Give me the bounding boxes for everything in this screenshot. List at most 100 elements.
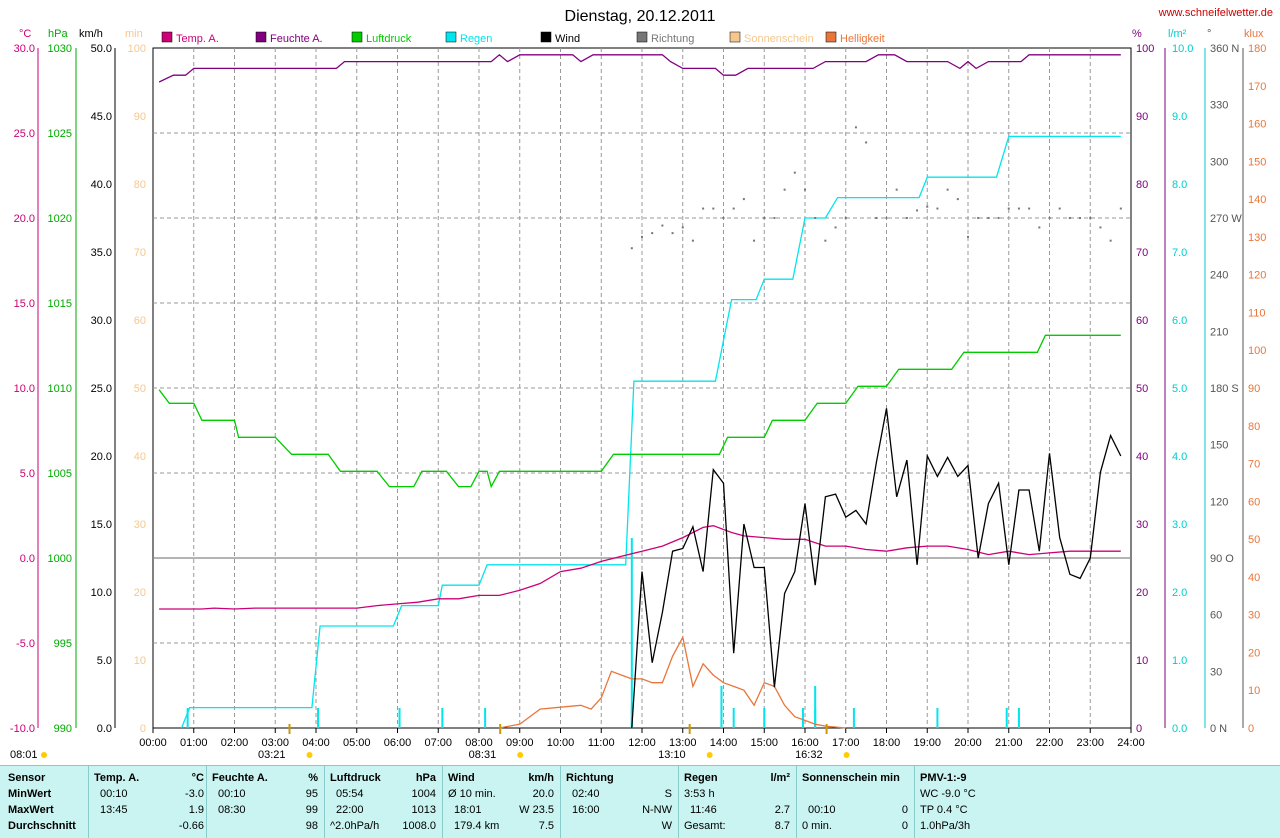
wind-max-val: W 23.5: [519, 804, 554, 816]
direction-point: [987, 217, 990, 219]
brightness-axis-tick: 130: [1248, 232, 1266, 244]
pressure-min-val: 1004: [411, 788, 436, 800]
sunshine-axis-tick: 10: [134, 655, 146, 667]
humidity-header: Feuchte A.: [212, 772, 268, 784]
rain-axis-tick: 1.0: [1172, 655, 1187, 667]
axis-tick-labels: 30.025.020.015.010.05.00.0-5.0-10.010301…: [10, 43, 1266, 735]
direction-point: [661, 224, 664, 227]
direction-point: [1028, 207, 1031, 210]
rain-axis-tick: 6.0: [1172, 315, 1187, 327]
legend-label: Temp. A.: [176, 33, 219, 45]
wind-axis-tick: 30.0: [91, 315, 112, 327]
x-tick-label: 06:00: [384, 737, 412, 749]
direction-point: [712, 207, 715, 210]
wind-axis-tick: 20.0: [91, 451, 112, 463]
direction-point: [997, 217, 1000, 219]
series-line-feuchte-a: [158, 53, 1121, 83]
legend-label: Richtung: [651, 33, 694, 45]
direction-axis-tick: 360 N: [1210, 43, 1239, 55]
direction-point: [691, 239, 694, 242]
wind-axis-tick: 40.0: [91, 179, 112, 191]
sunshine-axis-tick: 100: [128, 43, 146, 55]
sunshine-max-val: 0: [901, 804, 908, 816]
wind-axis-tick: 45.0: [91, 111, 112, 123]
direction-axis-tick: 300: [1210, 156, 1228, 168]
time-markers: 08:01 03:21 08:31 13:10 16:32: [10, 724, 850, 761]
direction-avg: W: [661, 820, 672, 832]
wind-axis-tick: 50.0: [91, 43, 112, 55]
wind-avg: 7.5: [538, 820, 554, 832]
direction-point: [834, 226, 837, 229]
website-link[interactable]: www.schneifelwetter.de: [1158, 7, 1273, 19]
direction-axis-tick: 240: [1210, 270, 1228, 282]
stats-divider: [442, 766, 443, 838]
series-line-temp-a: [159, 525, 1121, 610]
direction-point: [926, 205, 929, 208]
x-tick-label: 05:00: [343, 737, 371, 749]
direction-axis-tick: 270 W: [1210, 213, 1242, 225]
wind-min-label: Ø 10 min.: [448, 788, 496, 800]
rain-axis-tick: 2.0: [1172, 587, 1187, 599]
time-marker-label: 13:10: [658, 749, 686, 761]
humidity-unit: %: [308, 772, 318, 784]
stats-row-max: MaxWert: [8, 804, 54, 816]
stats-wind: Wind km/h Ø 10 min. 20.0 18:01 W 23.5 17…: [448, 766, 554, 838]
brightness-axis-tick: 110: [1248, 307, 1266, 319]
brightness-axis-tick: 100: [1248, 345, 1266, 357]
sunshine-axis-tick: 50: [134, 383, 146, 395]
x-tick-label: 12:00: [628, 737, 656, 749]
pmv-pressure-trend: 1.0hPa/3h: [920, 820, 971, 832]
brightness-axis-tick: 20: [1248, 647, 1260, 659]
humidity-max-val: 99: [305, 804, 318, 816]
brightness-axis-tick: 0: [1248, 723, 1254, 735]
stats-pressure: Luftdruck hPa 05:54 1004 22:00 1013 ^2.0…: [330, 766, 436, 838]
direction-point: [641, 235, 643, 238]
rain-axis-tick: 8.0: [1172, 179, 1187, 191]
brightness-axis-tick: 120: [1248, 270, 1266, 282]
humidity-axis-tick: 0: [1136, 723, 1142, 735]
rain-axis-tick: 10.0: [1172, 43, 1193, 55]
direction-unit-label: °: [1207, 28, 1211, 40]
statistics-panel: Sensor MinWert MaxWert Durchschnitt Temp…: [0, 765, 1280, 838]
wind-axis-tick: 35.0: [91, 247, 112, 259]
temp-axis-tick: 0.0: [20, 553, 35, 565]
pressure-unit-label: hPa: [48, 28, 68, 40]
temp-axis-tick: 15.0: [14, 298, 35, 310]
series-line-luftdruck: [158, 334, 1121, 489]
x-tick-label: 17:00: [832, 737, 860, 749]
legend: Temp. A. Feuchte A. Luftdruck Regen Wind Rich…: [161, 31, 885, 45]
brightness-axis-tick: 160: [1248, 119, 1266, 131]
stats-divider: [560, 766, 561, 838]
sunshine-axis-tick: 90: [134, 111, 146, 123]
x-tick-label: 02:00: [221, 737, 249, 749]
direction-point: [824, 239, 827, 242]
brightness-axis-tick: 90: [1248, 383, 1260, 395]
sunshine-axis-tick: 70: [134, 247, 146, 259]
time-marker-label: 03:21: [258, 749, 286, 761]
wind-unit-label: km/h: [79, 28, 103, 40]
series-line-helligkeit: [499, 635, 846, 729]
time-marker-label: 16:32: [795, 749, 823, 761]
direction-point: [630, 247, 633, 250]
stats-row-avg: Durchschnitt: [8, 820, 76, 832]
pressure-max-val: 1013: [411, 804, 436, 816]
direction-point: [916, 209, 919, 212]
direction-point: [946, 188, 949, 191]
temp-axis-tick: 5.0: [20, 468, 35, 480]
stats-divider: [678, 766, 679, 838]
x-tick-label: 03:00: [261, 737, 289, 749]
legend-label: Feuchte A.: [270, 33, 323, 45]
x-tick-label: 18:00: [873, 737, 901, 749]
sun-icon: [517, 752, 524, 758]
direction-axis-tick: 30: [1210, 666, 1222, 678]
direction-point: [783, 188, 786, 191]
humidity-max-time: 08:30: [218, 804, 246, 816]
rain-unit: l/m²: [770, 772, 790, 784]
stats-row-min: MinWert: [8, 788, 52, 800]
temp-header: Temp. A.: [94, 772, 140, 784]
x-tick-label: 04:00: [302, 737, 330, 749]
rain-total-label: Gesamt:: [684, 820, 726, 832]
direction-point: [1038, 226, 1041, 229]
pressure-axis-tick: 1000: [48, 553, 72, 565]
direction-axis-tick: 120: [1210, 496, 1228, 508]
